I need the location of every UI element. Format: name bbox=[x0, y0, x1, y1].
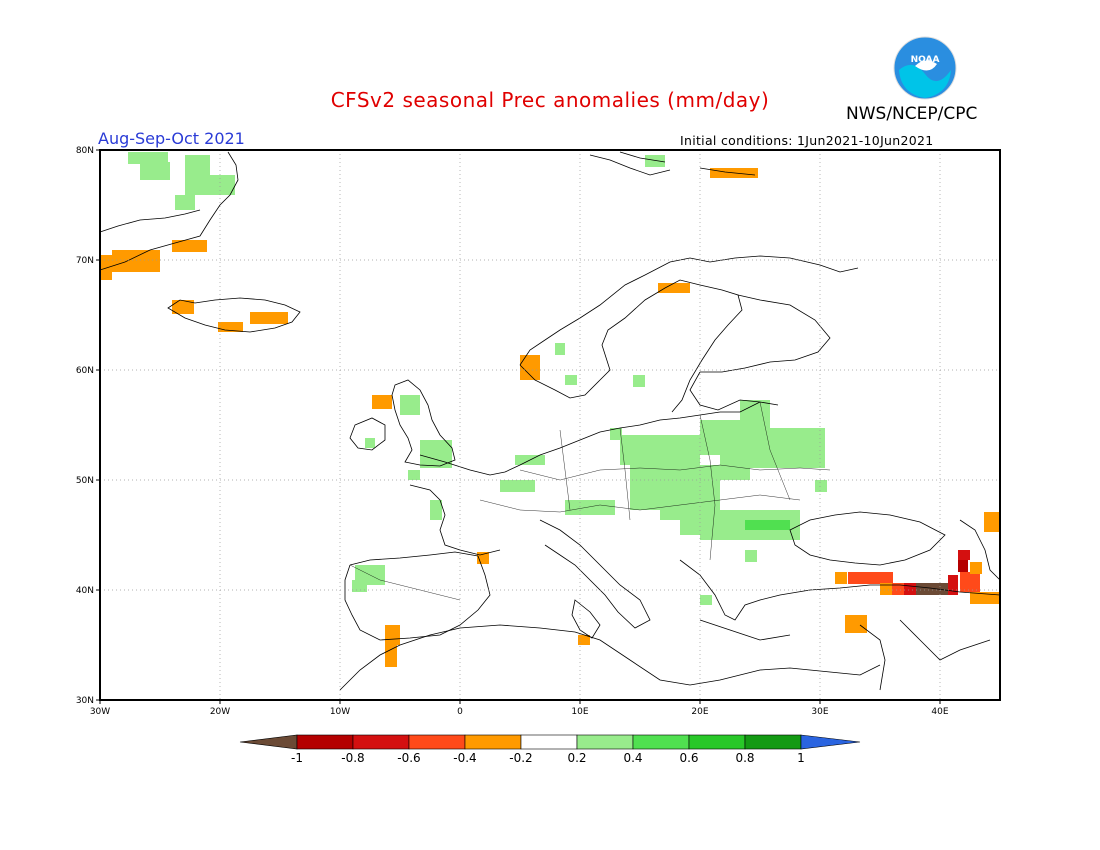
anomaly-cell bbox=[958, 550, 970, 560]
anomaly-cell bbox=[845, 615, 867, 633]
anomaly-cell bbox=[578, 635, 590, 645]
anomaly-cell bbox=[970, 592, 982, 604]
anomaly-cell bbox=[958, 560, 968, 572]
anomaly-cell bbox=[128, 152, 168, 164]
lat-label: 70N bbox=[76, 256, 94, 266]
anomaly-cell bbox=[700, 595, 712, 605]
anomaly-cell bbox=[100, 255, 112, 280]
lat-label: 60N bbox=[76, 366, 94, 376]
anomaly-cell bbox=[352, 580, 367, 592]
anomaly-cell bbox=[835, 572, 847, 584]
anomaly-cell bbox=[365, 438, 375, 448]
anomaly-cell bbox=[658, 283, 690, 293]
anomaly-cell bbox=[848, 572, 893, 584]
anomaly-cell bbox=[385, 645, 397, 667]
anomaly-cell bbox=[610, 428, 622, 440]
anomaly-cell bbox=[680, 515, 710, 535]
anomaly-cell bbox=[970, 562, 982, 574]
anomaly-cell bbox=[520, 355, 540, 380]
lon-label: 20W bbox=[210, 707, 230, 717]
lon-label: 30W bbox=[90, 707, 110, 717]
anomaly-cell bbox=[745, 520, 790, 530]
anomaly-cell bbox=[565, 375, 577, 385]
anomaly-cell bbox=[420, 440, 452, 468]
anomaly-cell bbox=[555, 343, 565, 355]
anomaly-cell bbox=[385, 625, 400, 645]
anomaly-cell bbox=[892, 583, 904, 595]
anomaly-cell bbox=[815, 480, 827, 492]
anomaly-cell bbox=[500, 480, 535, 492]
lat-label: 40N bbox=[76, 586, 94, 596]
lon-label: 0 bbox=[457, 707, 463, 717]
anomaly-cell bbox=[904, 583, 916, 595]
anomaly-cell bbox=[112, 250, 160, 272]
lon-label: 10E bbox=[571, 707, 588, 717]
anomaly-cell bbox=[916, 583, 951, 595]
anomaly-cell bbox=[140, 162, 170, 180]
anomaly-cell bbox=[408, 470, 420, 480]
anomaly-cell bbox=[645, 155, 665, 167]
season-label: Aug-Sep-Oct 2021 bbox=[98, 129, 245, 148]
anomaly-cell bbox=[735, 428, 825, 468]
anomaly-cell bbox=[633, 375, 645, 387]
anomaly-cell bbox=[218, 322, 243, 332]
anomaly-cell bbox=[984, 512, 1000, 532]
lon-label: 10W bbox=[330, 707, 350, 717]
anomaly-cell bbox=[948, 575, 958, 595]
anomaly-cell bbox=[250, 312, 288, 324]
lat-label: 50N bbox=[76, 476, 94, 486]
anomaly-cell bbox=[960, 572, 980, 592]
lat-label: 30N bbox=[76, 696, 94, 706]
noaa-logo: NOAA bbox=[893, 36, 957, 100]
anomaly-cell bbox=[372, 395, 392, 409]
initial-conditions-label: Initial conditions: 1Jun2021-10Jun2021 bbox=[680, 133, 934, 148]
anomaly-cell bbox=[565, 500, 615, 515]
anomaly-cell bbox=[745, 550, 757, 562]
anomaly-cell bbox=[620, 435, 700, 465]
lon-label: 30E bbox=[811, 707, 828, 717]
map-title: CFSv2 seasonal Prec anomalies (mm/day) bbox=[330, 88, 770, 112]
anomaly-cell bbox=[172, 240, 207, 252]
agency-label: NWS/NCEP/CPC bbox=[846, 104, 978, 124]
lat-label: 80N bbox=[76, 146, 94, 156]
lon-label: 40E bbox=[931, 707, 948, 717]
anomaly-cell bbox=[172, 300, 194, 314]
anomaly-cell bbox=[175, 195, 195, 210]
anomaly-cell bbox=[205, 175, 235, 195]
anomaly-cell bbox=[400, 395, 420, 415]
noaa-logo-text: NOAA bbox=[911, 55, 940, 65]
lon-label: 20E bbox=[691, 707, 708, 717]
anomaly-cell bbox=[430, 500, 442, 520]
